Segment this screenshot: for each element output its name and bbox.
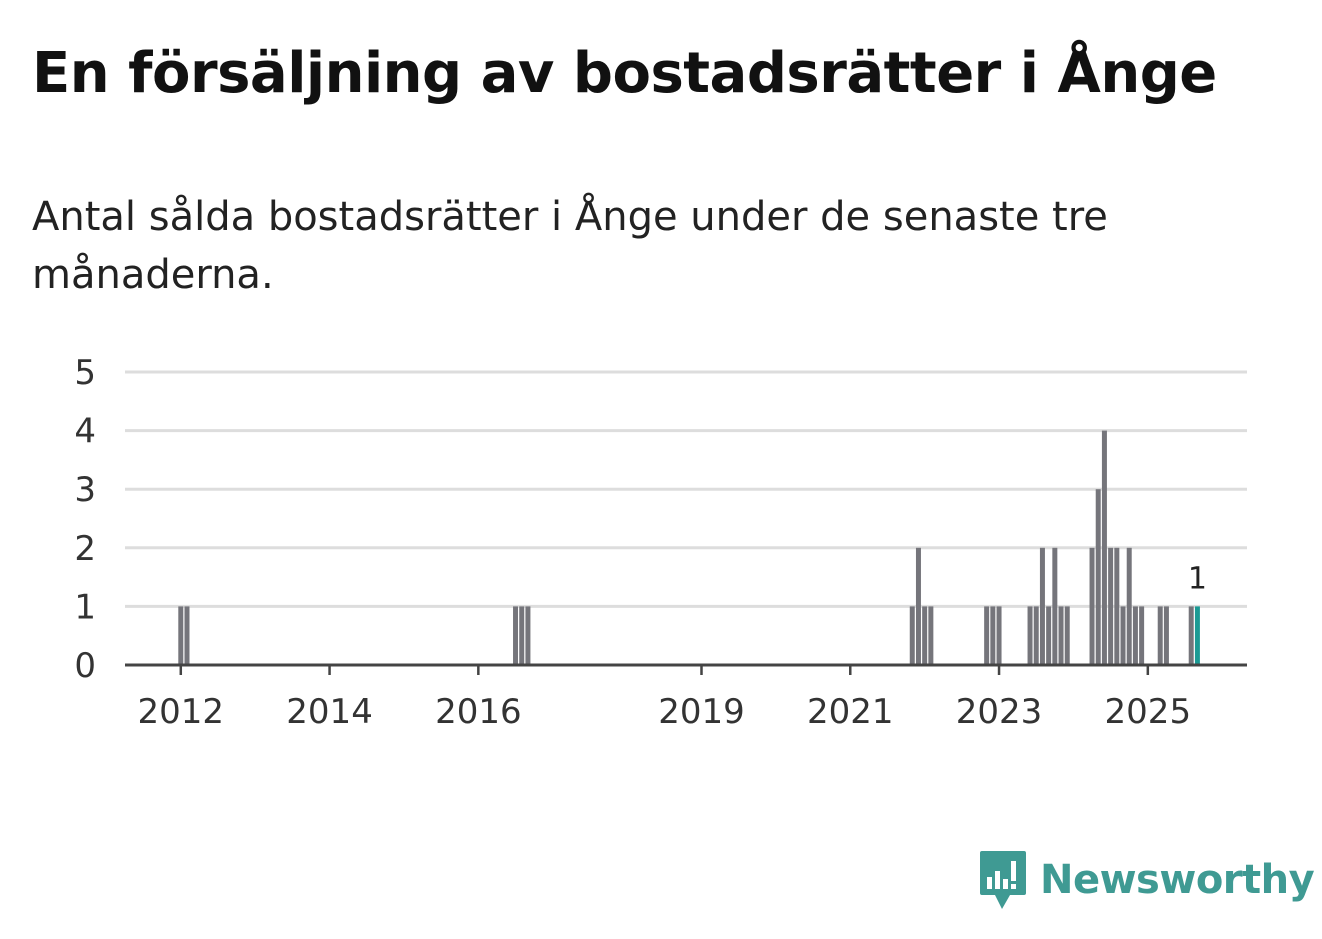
x-tick-label: 2021: [807, 692, 894, 732]
bar: [519, 606, 525, 665]
bar: [928, 606, 934, 665]
x-tick-label: 2023: [956, 692, 1043, 732]
y-tick-label: 3: [74, 470, 96, 510]
highlight-value-label: 1: [1188, 561, 1207, 596]
bar: [915, 547, 921, 665]
bar: [922, 606, 928, 665]
x-tick-label: 2019: [658, 692, 745, 732]
bar: [990, 606, 996, 665]
y-tick-label: 2: [74, 529, 96, 569]
y-tick-label: 1: [74, 587, 96, 627]
bar: [1101, 430, 1107, 665]
x-tick-label: 2014: [286, 692, 373, 732]
bar: [1033, 606, 1039, 665]
bar: [996, 606, 1002, 665]
highlight-bar: [1194, 606, 1200, 665]
bar: [1039, 547, 1045, 665]
brand-name: Newsworthy: [1040, 857, 1315, 903]
y-tick-label: 4: [74, 412, 96, 452]
x-tick-label: 2012: [138, 692, 225, 732]
bar-chart: 0 1 2 3 4 5 2012 2014 2016 2019 2021 2023 2025 1: [74, 353, 1247, 732]
bar: [525, 606, 531, 665]
bar: [178, 606, 184, 665]
bar: [1095, 489, 1101, 665]
brand: Newsworthy: [978, 848, 1315, 912]
bar: [1052, 547, 1058, 665]
bar: [513, 606, 519, 665]
x-tick-label: 2025: [1105, 692, 1192, 732]
x-tick-label: 2016: [435, 692, 522, 732]
chart-subtitle: Antal sålda bostadsrätter i Ånge under d…: [32, 194, 1108, 298]
y-tick-label: 5: [74, 353, 96, 393]
bar: [984, 606, 990, 665]
bar: [1126, 547, 1132, 665]
bar: [1114, 547, 1120, 665]
bar: [1163, 606, 1169, 665]
bar: [1064, 606, 1070, 665]
bar: [1058, 606, 1064, 665]
y-tick-label: 0: [74, 646, 96, 686]
chart-title: En försäljning av bostadsrätter i Ånge: [32, 41, 1217, 106]
bar: [1027, 606, 1033, 665]
bar: [1108, 547, 1114, 665]
bar: [184, 606, 190, 665]
bar: [1046, 606, 1052, 665]
bar: [1157, 606, 1163, 665]
bar: [1188, 606, 1194, 665]
bar: [1132, 606, 1138, 665]
newsworthy-logo-icon: [980, 851, 1026, 909]
bar: [1139, 606, 1145, 665]
bar: [909, 606, 915, 665]
bar: [1120, 606, 1126, 665]
bar: [1089, 547, 1095, 665]
